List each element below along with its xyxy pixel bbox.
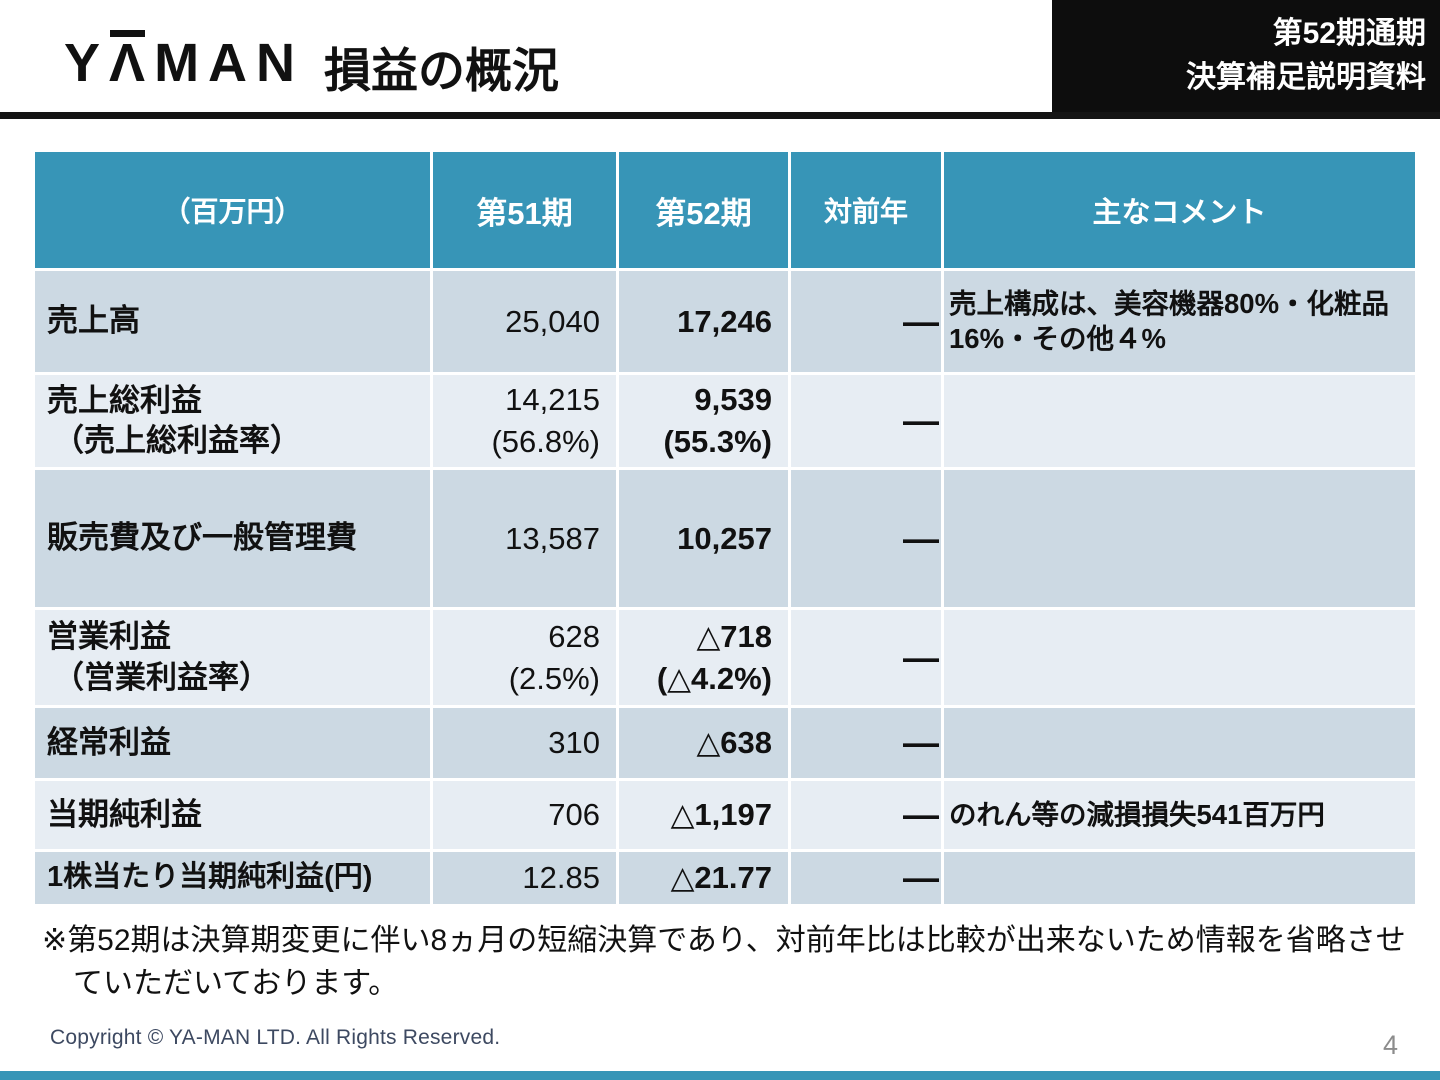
value-period52: 9,539 (55.3%) [619,375,788,467]
value-sub: (2.5%) [508,660,600,696]
row-label-text: 売上高 [47,303,140,339]
footnote: ※第52期は決算期変更に伴い8ヵ月の短縮決算であり、対前年比は比較が出来ないため… [42,924,1406,1000]
value-yoy: ― [791,375,941,467]
row-comment [944,708,1415,778]
row-label: 経常利益 [35,708,430,778]
column-header-period51: 第51期 [433,152,616,268]
row-label-sub: （売上総利益率） [53,423,301,458]
row-label-text: 売上総利益 [47,382,202,418]
value-period51: 13,587 [433,470,616,607]
header-divider [0,112,1440,119]
value-sub: (△4.2%) [656,660,772,696]
logo-accent-letter: Λ [109,29,155,93]
row-label-text: 営業利益 [47,619,171,655]
value-period51: 628 (2.5%) [433,610,616,705]
page-title: 損益の概況 [324,44,559,97]
page-number: 4 [1382,1030,1398,1060]
row-label-text: 当期純利益 [47,796,202,832]
value-main: 9,539 [694,382,772,418]
logo-part-pre: Y [64,33,110,93]
value-sub: (56.8%) [491,424,600,459]
value-period51: 310 [433,708,616,778]
value-yoy: ― [791,470,941,607]
report-badge: 第52期通期 決算補足説明資料 [1052,0,1440,112]
bottom-accent-bar [0,1071,1440,1080]
column-header-comment: 主なコメント [944,152,1415,268]
value-main: 14,215 [505,382,600,418]
value-yoy: ― [791,271,941,372]
row-comment [944,470,1415,607]
row-comment: のれん等の減損損失541百万円 [944,781,1415,849]
value-period52: △718 (△4.2%) [619,610,788,705]
value-period51: 706 [433,781,616,849]
value-yoy: ― [791,852,941,904]
value-period51: 14,215 (56.8%) [433,375,616,467]
row-comment: 売上構成は、美容機器80%・化粧品16%・その他４% [944,271,1415,372]
value-period52: 17,246 [619,271,788,372]
badge-line-2: 決算補足説明資料 [1186,60,1426,94]
value-period52: △1,197 [619,781,788,849]
logo-part-post: MAN [154,33,305,93]
value-period51: 25,040 [433,271,616,372]
column-header-unit: （百万円） [35,152,430,268]
value-period51: 12.85 [433,852,616,904]
row-label-text: 販売費及び一般管理費 [47,520,357,556]
copyright: Copyright © YA-MAN LTD. All Rights Reser… [50,1026,501,1049]
row-comment [944,852,1415,904]
value-yoy: ― [791,708,941,778]
column-header-yoy: 対前年 [791,152,941,268]
value-yoy: ― [791,781,941,849]
row-label: 当期純利益 [35,781,430,849]
row-comment [944,375,1415,467]
value-period52: △21.77 [619,852,788,904]
column-header-period52: 第52期 [619,152,788,268]
row-label: 売上高 [35,271,430,372]
value-period52: 10,257 [619,470,788,607]
badge-line-1: 第52期通期 [1272,17,1426,50]
row-label: 販売費及び一般管理費 [35,470,430,607]
row-comment [944,610,1415,705]
pl-summary-table: （百万円） 第51期 第52期 対前年 主なコメント 売上高 25,040 17… [35,152,1415,904]
value-yoy: ― [791,610,941,705]
value-sub: (55.3%) [663,424,772,459]
row-label-sub: （営業利益率） [53,659,270,695]
row-label-text: 経常利益 [47,724,171,760]
value-main: △718 [696,618,772,654]
yaman-logo: YΛMAN [64,29,305,93]
row-label: 1株当たり当期純利益(円) [35,852,430,904]
row-label: 売上総利益 （売上総利益率） [35,375,430,467]
row-label: 営業利益 （営業利益率） [35,610,430,705]
value-main: 628 [548,618,600,654]
value-period52: △638 [619,708,788,778]
row-label-text: 1株当たり当期純利益(円) [47,861,373,894]
